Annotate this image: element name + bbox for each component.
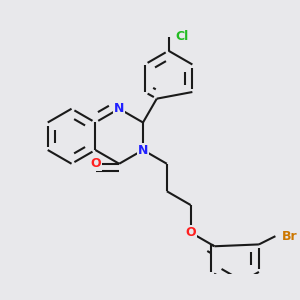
Text: N: N xyxy=(138,143,148,157)
Text: Br: Br xyxy=(282,230,298,243)
Text: N: N xyxy=(114,102,124,115)
Text: O: O xyxy=(91,157,101,170)
Text: Cl: Cl xyxy=(176,31,189,44)
Text: O: O xyxy=(185,226,196,239)
